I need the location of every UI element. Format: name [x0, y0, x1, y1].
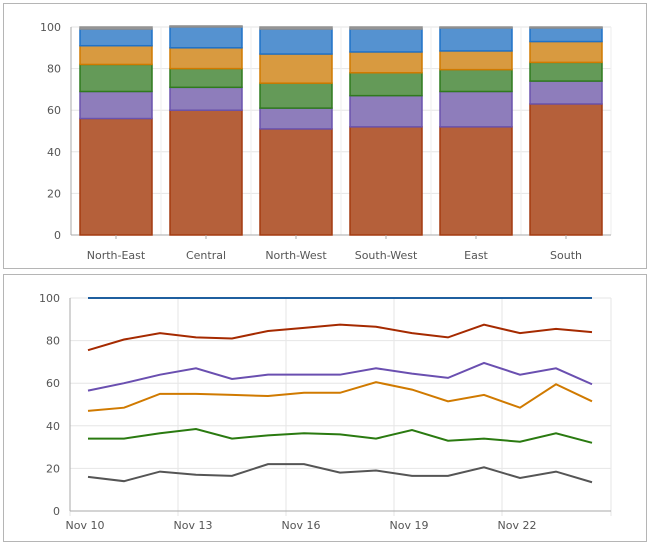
- bar-segment: [79, 117, 153, 236]
- bar-segment: [169, 47, 243, 70]
- bar-segment: [439, 50, 513, 71]
- bar-segment: [529, 80, 603, 105]
- bar-segment: [349, 94, 423, 128]
- bar-segment: [259, 26, 333, 30]
- bar-segment: [169, 26, 243, 49]
- y-tick-label: 80: [46, 335, 60, 348]
- x-tick-label: Nov 10: [66, 519, 105, 532]
- y-tick-label: 20: [46, 462, 60, 475]
- bar-segment: [169, 25, 243, 28]
- series-line: [87, 323, 593, 352]
- stacked-bar-chart: 0 20 40 60 80 100 North-East Central North-West S…: [40, 21, 612, 262]
- bar-segment: [79, 90, 153, 120]
- line-chart: 0 20 40 60 80 100 Nov 10 Nov 13 Nov 16 Nov 19 Nov …: [39, 292, 612, 532]
- series-line: [87, 463, 593, 484]
- bar-segment: [259, 53, 333, 84]
- x-tick-label: Central: [186, 249, 226, 262]
- bar-segment: [259, 107, 333, 130]
- bar-segment: [349, 72, 423, 97]
- bar-segment: [529, 103, 603, 236]
- bar-segment: [79, 28, 153, 47]
- bar-segment: [349, 126, 423, 236]
- y-tick-label: 0: [53, 505, 60, 518]
- bar-segment: [259, 82, 333, 109]
- x-tick-label: North-East: [87, 249, 146, 262]
- bar-segment: [169, 109, 243, 236]
- bar-segment: [79, 26, 153, 30]
- bar-segment: [439, 90, 513, 128]
- x-tick-label: Nov 13: [174, 519, 213, 532]
- series-line: [88, 427, 593, 444]
- y-tick-label: 20: [47, 187, 61, 200]
- bar-segment: [259, 128, 333, 236]
- bar-segment: [439, 126, 513, 236]
- y-tick-label: 60: [47, 104, 61, 117]
- y-tick-label: 80: [47, 63, 61, 76]
- x-tick-label: Nov 16: [282, 519, 321, 532]
- y-tick-label: 100: [40, 21, 61, 34]
- bar-segment: [259, 28, 333, 55]
- y-tick-label: 0: [54, 229, 61, 242]
- x-tick-label: North-West: [265, 249, 327, 262]
- series-line: [87, 381, 593, 412]
- bar-segment: [439, 26, 513, 29]
- bar-segment: [529, 61, 603, 82]
- y-tick-label: 100: [39, 292, 60, 305]
- y-tick-label: 60: [46, 377, 60, 390]
- x-tick-label: South-West: [355, 249, 418, 262]
- bar-segment: [529, 27, 603, 43]
- x-tick-label: East: [464, 249, 488, 262]
- x-tick-label: South: [550, 249, 582, 262]
- x-tick-label: Nov 22: [498, 519, 537, 532]
- bar-segment: [529, 26, 603, 29]
- bar-segment: [169, 67, 243, 89]
- y-tick-label: 40: [46, 420, 60, 433]
- bar-segment: [349, 51, 423, 74]
- bar-segment: [439, 27, 513, 52]
- bar-segment: [169, 86, 243, 111]
- line-chart-panel: 0 20 40 60 80 100 Nov 10 Nov 13 Nov 16 Nov 19 Nov …: [3, 274, 647, 542]
- x-tick-label: Nov 19: [390, 519, 429, 532]
- bar-segment: [79, 63, 153, 93]
- stacked-bar-chart-panel: 0 20 40 60 80 100 North-East Central North-West S…: [3, 3, 647, 269]
- bar-segment: [79, 44, 153, 66]
- bar-segment: [349, 28, 423, 53]
- bar-segment: [349, 26, 423, 30]
- bar-segment: [529, 40, 603, 64]
- series-line: [87, 361, 593, 392]
- bar-segment: [439, 68, 513, 93]
- y-tick-label: 40: [47, 146, 61, 159]
